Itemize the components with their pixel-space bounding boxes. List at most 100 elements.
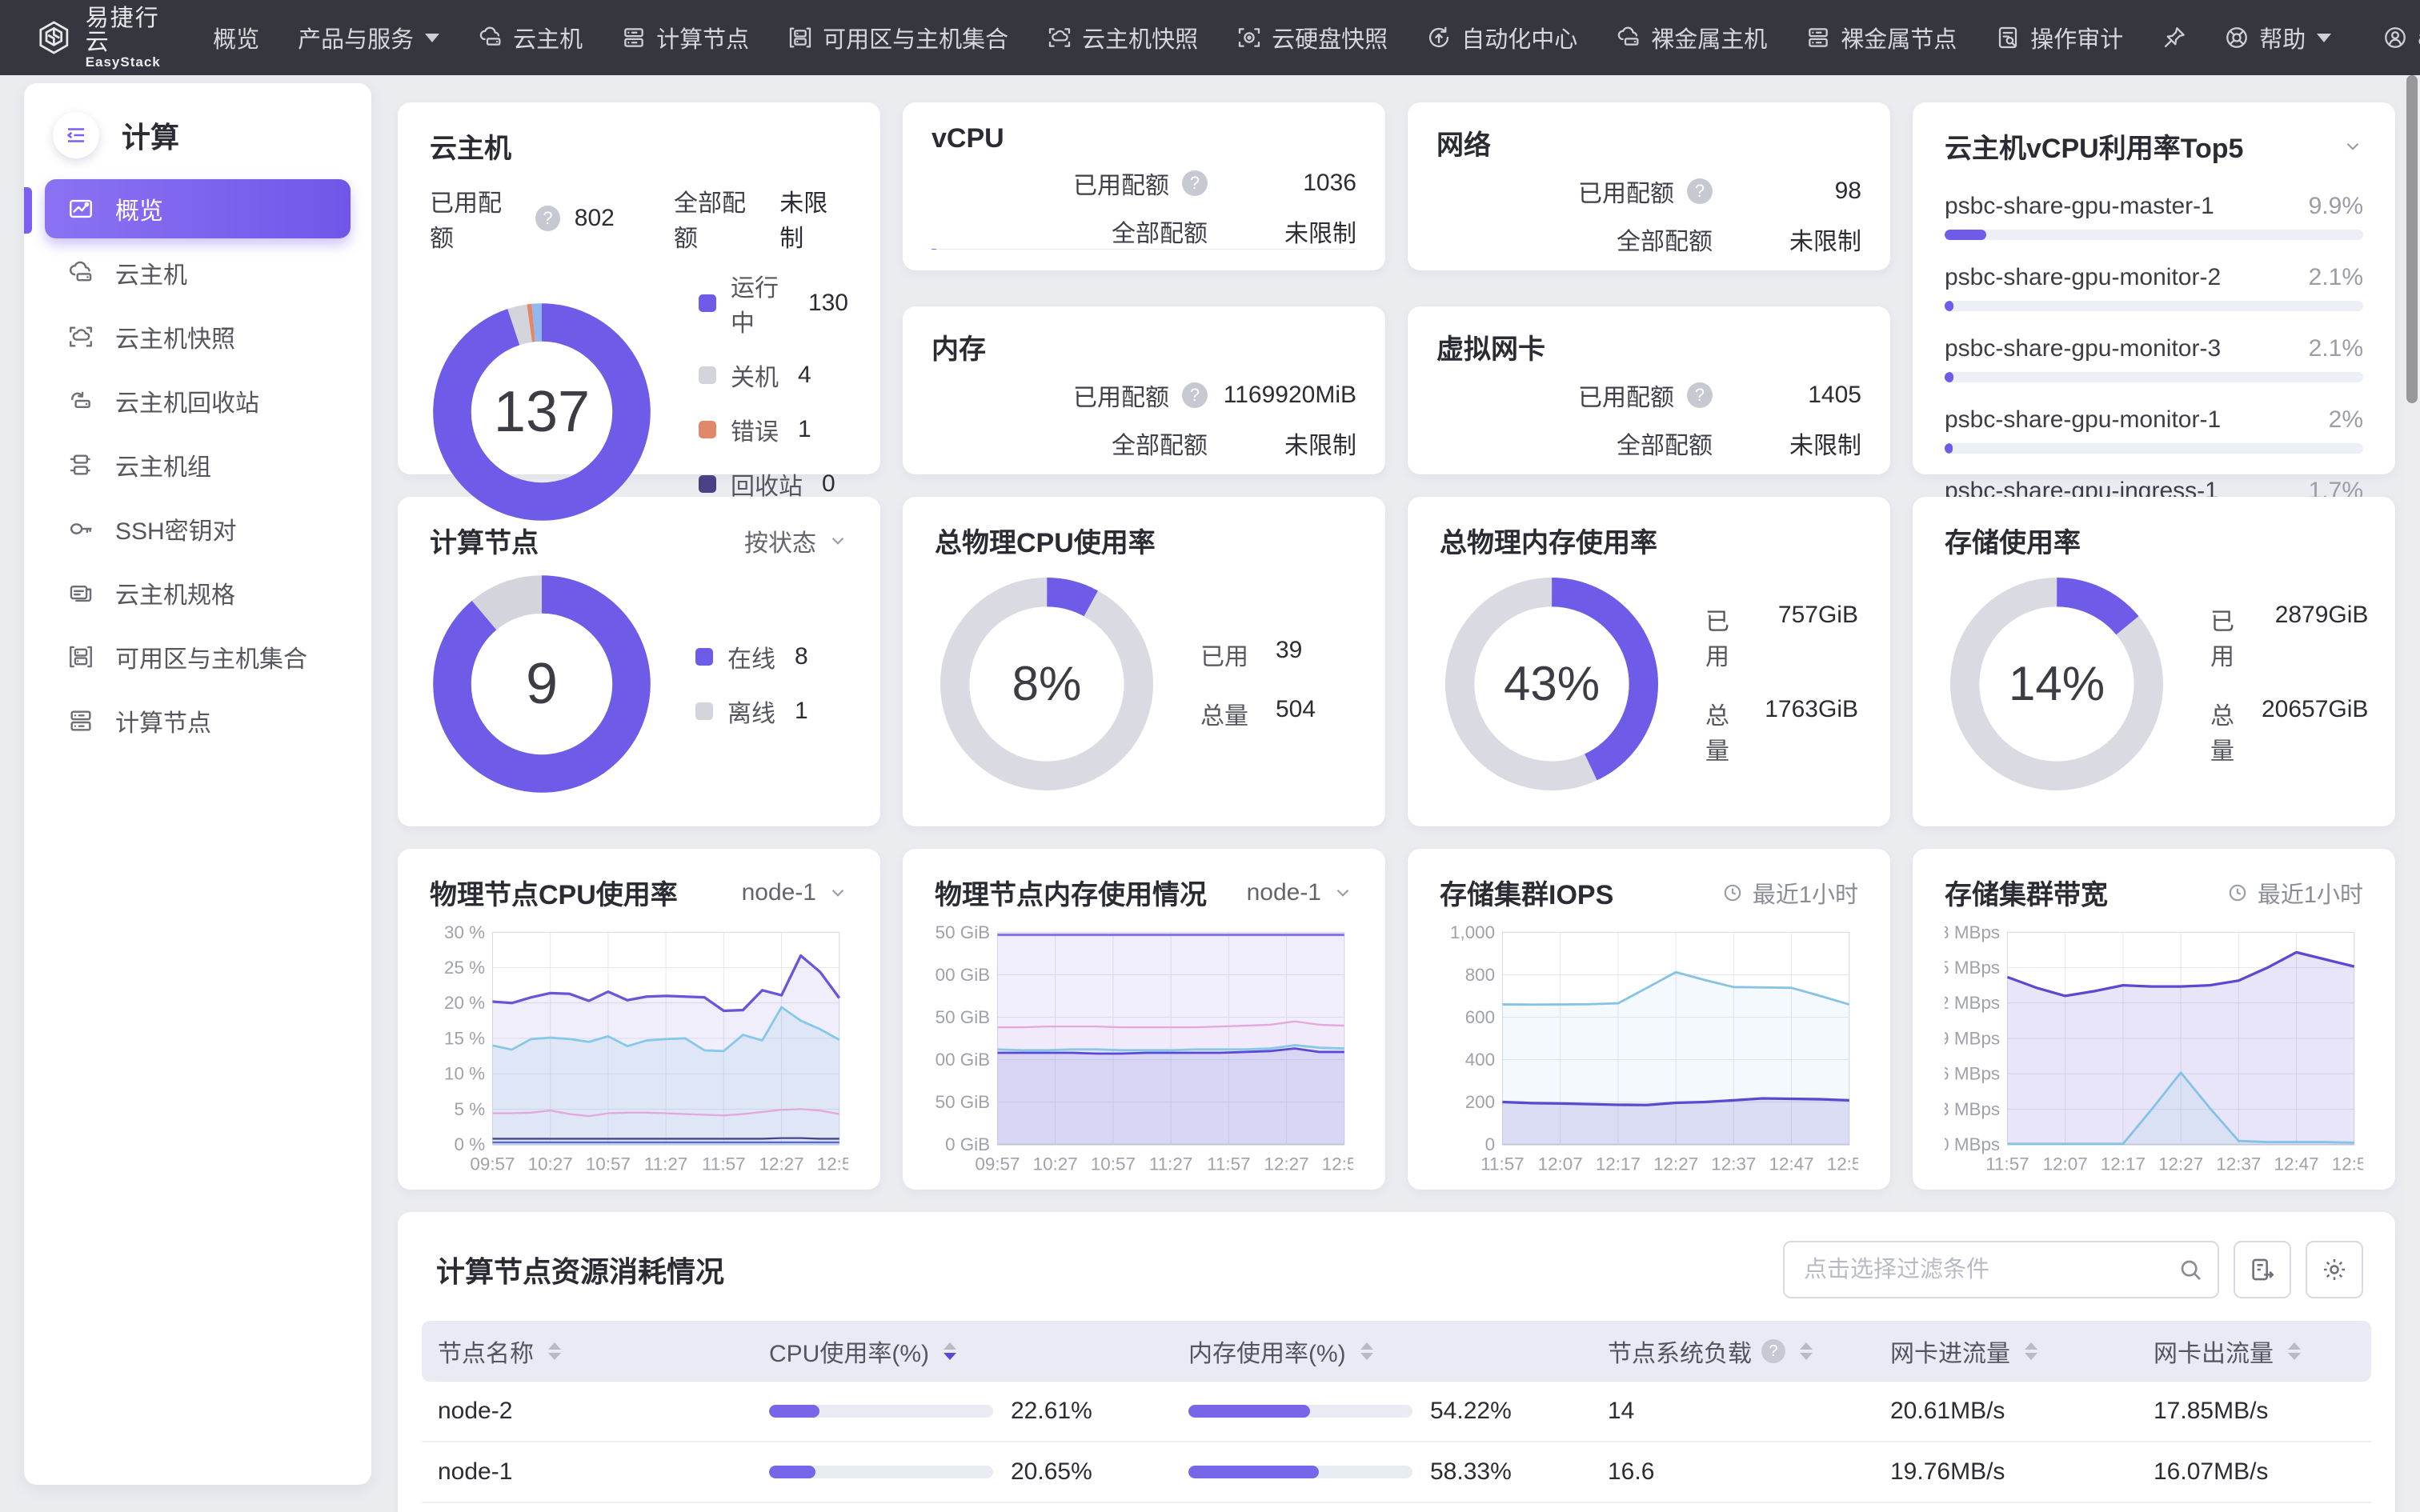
sidebar-item-cloud-host[interactable]: 云主机 [45, 243, 351, 302]
table-body: node-2 22.61% 54.22% 14 20.61MB/s 17.85MB/s no… [422, 1382, 2371, 1503]
column-header-load[interactable]: 节点系统负载? [1592, 1334, 1874, 1369]
nav-item-compute-node[interactable]: 计算节点 [621, 21, 749, 54]
nav-item-host-aggregate[interactable]: 可用区与主机集合 [787, 21, 1008, 54]
svg-text:1,000: 1,000 [1450, 925, 1495, 942]
top5-row: psbc-share-gpu-master-1 9.9% [1945, 193, 2363, 240]
nav-item-bare-metal-node[interactable]: 裸金属节点 [1805, 21, 1957, 54]
nav-item-cloud-host[interactable]: 云主机 [478, 21, 583, 54]
filter-input[interactable] [1783, 1241, 2219, 1298]
sidebar-collapse-button[interactable] [53, 112, 99, 158]
nav-item-instance-snapshot[interactable]: 云主机快照 [1047, 21, 1198, 54]
column-header-cpu[interactable]: CPU使用率(%) [753, 1334, 1172, 1369]
donut-center-value: 8% [1012, 657, 1082, 710]
svg-text:11:27: 11:27 [1149, 1154, 1192, 1174]
help-badge-icon[interactable]: ? [1761, 1339, 1785, 1363]
sidebar-item-host-group[interactable]: 云主机组 [45, 435, 351, 494]
sort-icon[interactable] [1360, 1342, 1373, 1360]
nav-item-label: 帮助 [2259, 27, 2306, 53]
sidebar-item-flavor[interactable]: 云主机规格 [45, 563, 351, 622]
svg-text:25 %: 25 % [444, 958, 485, 978]
node-selector-dropdown[interactable]: node-1 [1247, 879, 1353, 906]
table-settings-button[interactable] [2306, 1241, 2363, 1298]
node-selector-dropdown[interactable]: node-1 [742, 879, 848, 906]
rack-icon [67, 707, 94, 734]
metric-label: 总量 [1200, 702, 1248, 730]
card-title: 物理节点CPU使用率 [430, 880, 678, 910]
brand-logo[interactable]: 易捷行云 EasyStack [35, 6, 168, 70]
sidebar-item-recycle-bin[interactable]: 云主机回收站 [45, 371, 351, 430]
column-header-net_out[interactable]: 网卡出流量 [2138, 1334, 2371, 1369]
easystack-logo-icon [35, 15, 73, 60]
rack-icon [1805, 25, 1831, 50]
sidebar-item-instance-snapshot[interactable]: 云主机快照 [45, 307, 351, 366]
svg-text:0 MBps: 0 MBps [1945, 1134, 2000, 1154]
sort-icon[interactable] [1800, 1342, 1813, 1360]
time-range-label: 最近1小时 [2227, 876, 2363, 910]
nodes-status-dropdown[interactable]: 按状态 [744, 523, 848, 558]
sidebar-item-label: 计算节点 [115, 710, 211, 737]
utilization-value: 2.1% [2308, 264, 2363, 290]
svg-text:12:07: 12:07 [1538, 1154, 1583, 1174]
sidebar-title: 计算 [122, 121, 180, 154]
gauge-metric: 已用 39 [1200, 637, 1316, 672]
sidebar-item-ssh-keypair[interactable]: SSH密钥对 [45, 499, 351, 558]
nav-item-help[interactable]: 帮助 [2224, 21, 2332, 54]
legend-value: 4 [798, 362, 811, 388]
quota-used-label: 已用配额 [430, 190, 502, 252]
sort-icon[interactable] [2025, 1342, 2037, 1360]
nav-item-overview[interactable]: 概览 [213, 21, 259, 54]
nav-item-bare-metal-host[interactable]: 裸金属主机 [1616, 21, 1767, 54]
legend-label: 离线 [727, 700, 775, 727]
sidebar-item-host-aggregate[interactable]: 可用区与主机集合 [45, 627, 351, 686]
legend-item: 离线 1 [695, 694, 808, 729]
scrollbar-thumb[interactable] [2406, 75, 2418, 403]
card-vnic: 虚拟网卡 已用配额? 1405 全部配额 未限制 [1408, 306, 1890, 474]
legend-value: 130 [807, 290, 848, 316]
help-badge-icon[interactable]: ? [1182, 382, 1208, 408]
sort-icon[interactable] [548, 1342, 561, 1360]
sidebar-item-label: 云主机快照 [115, 326, 235, 353]
svg-text:12:57: 12:57 [2332, 1154, 2363, 1174]
nav-item-products[interactable]: 产品与服务 [298, 21, 440, 54]
nav-item-automation-center[interactable]: 自动化中心 [1426, 21, 1577, 54]
card-node-cpu-chart: 物理节点CPU使用率 node-1 0 % 5 % 10 % 15 % 20 % 25 %… [398, 849, 880, 1190]
export-button[interactable] [2234, 1241, 2291, 1298]
help-badge-icon[interactable]: ? [1182, 170, 1208, 196]
nav-item-account[interactable]: admin [2382, 25, 2420, 51]
svg-text:200 GiB: 200 GiB [935, 965, 990, 985]
scrollbar-track [2404, 75, 2420, 1512]
column-header-name[interactable]: 节点名称 [422, 1334, 753, 1369]
cell-node-name[interactable]: node-1 [438, 1458, 513, 1485]
card-node-consumption-table: 计算节点资源消耗情况 节点名称 CPU使用率(%) 内存使用率(%) 节点系统负载? 网… [398, 1212, 2395, 1512]
metric-label: 已用 [2210, 608, 2234, 670]
svg-text:10:57: 10:57 [1091, 1154, 1136, 1174]
node-memory-line-chart: 0 GiB 50 GiB 100 GiB 150 GiB 200 GiB 250 GiB 0… [925, 922, 1367, 1174]
svg-text:10 %: 10 % [444, 1064, 485, 1084]
svg-text:12:37: 12:37 [1711, 1154, 1756, 1174]
svg-text:30 %: 30 % [444, 925, 485, 942]
nav-item-audit[interactable]: 操作审计 [1995, 21, 2123, 54]
instance-status-donut-chart: 137 [430, 300, 654, 524]
svg-text:15 MBps: 15 MBps [1945, 958, 2000, 978]
cpu-usage-value: 22.61% [1011, 1398, 1092, 1424]
help-badge-icon[interactable]: ? [1687, 382, 1713, 408]
help-badge-icon[interactable]: ? [1687, 178, 1713, 204]
sort-icon[interactable] [944, 1342, 956, 1360]
nav-item-label: 计算节点 [656, 27, 750, 53]
column-header-mem[interactable]: 内存使用率(%) [1172, 1334, 1592, 1369]
nav-item-volume-snapshot[interactable]: 云硬盘快照 [1236, 21, 1388, 54]
card-title: 云主机vCPU利用率Top5 [1945, 134, 2244, 164]
cell-node-name[interactable]: node-2 [438, 1398, 513, 1424]
storage-usage-gauge-chart: 14% [1945, 572, 2169, 796]
sidebar-item-overview[interactable]: 概览 [45, 179, 351, 238]
help-badge-icon[interactable]: ? [535, 206, 560, 231]
sort-icon[interactable] [2288, 1342, 2301, 1360]
search-icon[interactable] [2178, 1257, 2203, 1282]
nav-item-pin[interactable] [2162, 25, 2187, 50]
gauge-metric: 总量 504 [1200, 696, 1316, 731]
top5-dropdown[interactable] [2342, 136, 2363, 157]
nav-item-label: 云主机快照 [1082, 27, 1199, 53]
sidebar-item-compute-node[interactable]: 计算节点 [45, 691, 351, 750]
column-header-net_in[interactable]: 网卡进流量 [1874, 1334, 2138, 1369]
legend-label: 运行中 [731, 275, 779, 337]
